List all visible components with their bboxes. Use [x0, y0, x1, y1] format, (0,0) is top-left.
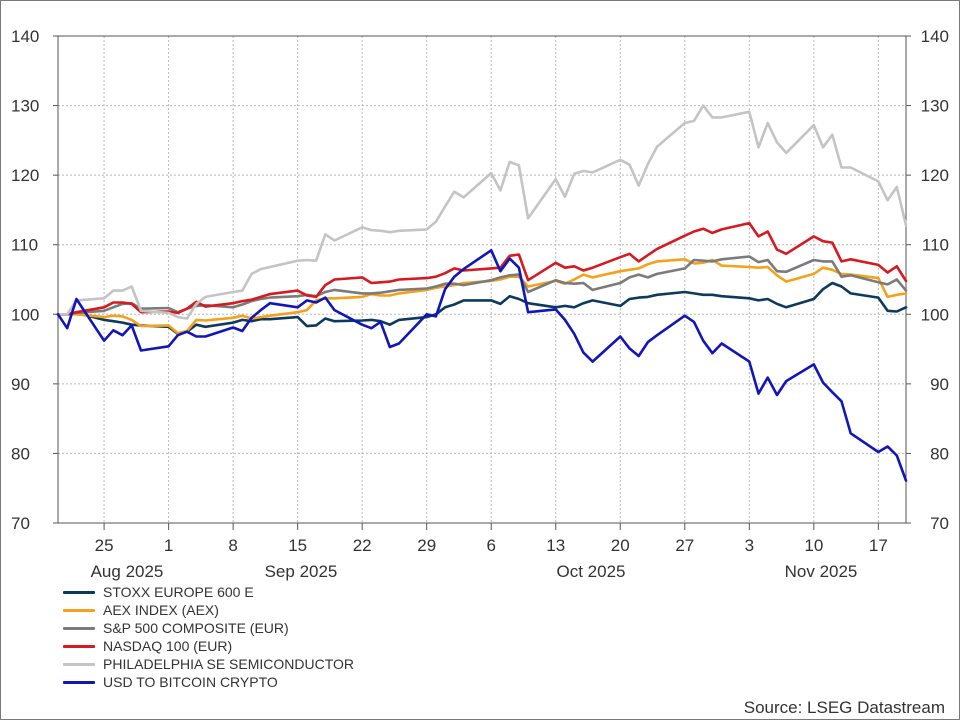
- plot-area-border: [57, 35, 907, 524]
- legend-item: USD TO BITCOIN CRYPTO: [63, 673, 354, 691]
- x-tick-label: 13: [546, 536, 565, 555]
- y-tick-label-right: 80: [930, 444, 949, 463]
- legend-swatch: [63, 662, 95, 666]
- y-tick-label-left: 70: [11, 514, 30, 533]
- y-tick-label-left: 120: [11, 166, 39, 185]
- legend-label: S&P 500 COMPOSITE (EUR): [103, 620, 289, 636]
- legend: STOXX EUROPE 600 E AEX INDEX (AEX) S&P 500…: [63, 583, 354, 691]
- y-tick-label-right: 120: [921, 166, 949, 185]
- x-month-label: Oct 2025: [557, 562, 626, 581]
- y-tick-label-right: 110: [922, 236, 949, 255]
- legend-swatch: [63, 608, 95, 612]
- x-tick-label: 29: [417, 536, 436, 555]
- legend-swatch: [63, 644, 95, 648]
- x-tick-label: 1: [164, 536, 173, 555]
- legend-item: PHILADELPHIA SE SEMICONDUCTOR: [63, 655, 354, 673]
- y-tick-label-left: 140: [11, 27, 39, 46]
- legend-label: STOXX EUROPE 600 E: [103, 584, 254, 600]
- x-tick-label: 22: [353, 536, 372, 555]
- x-tick-label: 3: [745, 536, 754, 555]
- legend-item: S&P 500 COMPOSITE (EUR): [63, 619, 354, 637]
- legend-swatch: [63, 626, 95, 630]
- y-tick-label-left: 100: [11, 305, 39, 324]
- legend-label: PHILADELPHIA SE SEMICONDUCTOR: [103, 656, 355, 672]
- y-tick-label-right: 100: [921, 305, 949, 324]
- x-tick-label: 15: [288, 536, 307, 555]
- legend-swatch: [63, 680, 95, 684]
- x-tick-label: 6: [486, 536, 495, 555]
- x-tick-label: 10: [804, 536, 823, 555]
- y-tick-label-left: 110: [11, 236, 38, 255]
- legend-label: NASDAQ 100 (EUR): [103, 638, 233, 654]
- y-tick-label-right: 130: [921, 97, 949, 116]
- legend-label: USD TO BITCOIN CRYPTO: [103, 674, 278, 690]
- legend-swatch: [63, 590, 95, 594]
- y-tick-label-left: 80: [11, 444, 30, 463]
- gridlines: [58, 36, 906, 523]
- y-tick-label-right: 140: [921, 27, 949, 46]
- legend-item: STOXX EUROPE 600 E: [63, 583, 354, 601]
- series-line-4: [56, 104, 908, 320]
- x-tick-label: 27: [675, 536, 694, 555]
- series-lines: [56, 104, 908, 482]
- series-line-5: [56, 249, 908, 482]
- x-month-label: Sep 2025: [265, 562, 338, 581]
- y-tick-label-left: 130: [11, 97, 39, 116]
- y-tick-label-right: 90: [930, 375, 949, 394]
- x-tick-label: 25: [95, 536, 114, 555]
- x-tick-label: 20: [611, 536, 630, 555]
- series-line-3: [56, 221, 908, 316]
- x-tick-label: 8: [228, 536, 237, 555]
- source-note: Source: LSEG Datastream: [743, 698, 945, 717]
- x-month-label: Nov 2025: [785, 562, 858, 581]
- series-line-0: [56, 281, 908, 336]
- x-tick-label: 17: [869, 536, 888, 555]
- x-month-label: Aug 2025: [91, 562, 164, 581]
- y-tick-label-right: 70: [930, 514, 949, 533]
- legend-label: AEX INDEX (AEX): [103, 602, 219, 618]
- legend-item: NASDAQ 100 (EUR): [63, 637, 354, 655]
- legend-item: AEX INDEX (AEX): [63, 601, 354, 619]
- y-tick-label-left: 90: [11, 375, 30, 394]
